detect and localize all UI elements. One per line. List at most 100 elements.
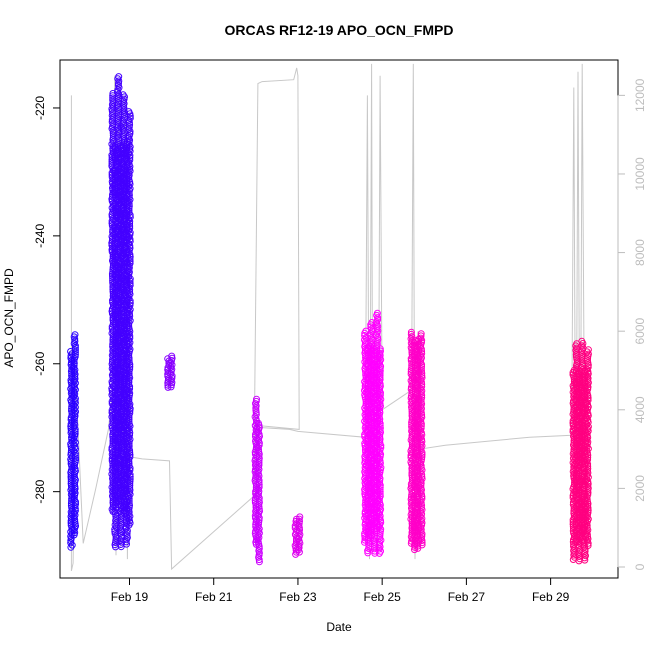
data-point <box>71 425 79 433</box>
data-point <box>125 521 133 529</box>
data-point <box>126 279 134 287</box>
data-point <box>417 422 425 430</box>
data-point <box>126 235 134 243</box>
data-point <box>125 438 133 446</box>
data-point <box>70 531 78 539</box>
data-point <box>70 414 78 422</box>
data-point <box>376 369 384 377</box>
x-tick-label: Feb 25 <box>363 590 401 604</box>
data-point <box>418 391 426 399</box>
data-point <box>418 541 426 549</box>
y2-tick-label: 4000 <box>633 396 647 423</box>
data-point <box>126 446 134 454</box>
plot-area <box>59 59 619 579</box>
data-point <box>70 494 78 501</box>
x-tick-label: Feb 21 <box>195 590 233 604</box>
data-point <box>418 361 426 368</box>
data-point <box>120 104 128 112</box>
data-point <box>126 152 134 160</box>
y2-axis: 0 2000 4000 6000 8000 10000 12000 <box>617 78 647 570</box>
data-point <box>417 444 425 452</box>
data-point <box>376 345 384 353</box>
data-point <box>126 220 134 228</box>
series-rf12 <box>67 331 79 551</box>
data-point <box>72 454 79 462</box>
data-point <box>376 488 384 496</box>
data-point <box>125 187 133 195</box>
y-tick-label: -260 <box>33 351 47 375</box>
data-point <box>255 435 263 443</box>
data-point <box>255 459 263 467</box>
data-point <box>126 154 134 162</box>
data-point <box>255 446 262 454</box>
data-point <box>71 348 79 356</box>
data-point <box>374 314 382 322</box>
data-point <box>376 532 384 540</box>
data-point <box>375 470 383 478</box>
data-point <box>71 335 79 343</box>
x-axis-label: Date <box>326 620 352 634</box>
data-point <box>126 332 134 340</box>
data-point <box>125 119 133 127</box>
x-tick-label: Feb 27 <box>448 590 486 604</box>
data-point <box>376 398 384 406</box>
data-point <box>115 106 123 114</box>
data-point <box>126 127 134 135</box>
data-point <box>417 365 425 373</box>
data-point <box>578 351 586 358</box>
data-point <box>418 539 426 547</box>
data-point <box>126 464 134 472</box>
data-point <box>125 411 133 419</box>
data-point <box>252 404 260 412</box>
data-point <box>126 473 134 481</box>
data-point <box>376 538 384 546</box>
data-point <box>123 540 130 548</box>
data-point <box>71 450 79 457</box>
data-point <box>71 342 79 350</box>
data-point <box>584 392 592 400</box>
series-rf16 <box>291 513 304 558</box>
data-point <box>125 204 133 212</box>
data-point <box>583 440 591 448</box>
data-point <box>125 200 133 208</box>
data-point <box>115 79 122 87</box>
data-point <box>584 511 591 519</box>
data-point <box>126 383 134 391</box>
data-point <box>376 490 384 498</box>
data-point <box>67 537 75 545</box>
y-axis: -220 -240 -260 -280 <box>33 96 61 504</box>
series-rf13 <box>108 73 134 551</box>
data-point <box>67 543 75 551</box>
data-point <box>125 460 133 468</box>
data-point <box>252 408 260 416</box>
data-point <box>70 362 78 369</box>
data-point <box>125 308 133 316</box>
series-rf18 <box>407 328 426 554</box>
data-point <box>417 330 425 338</box>
data-point <box>417 497 425 505</box>
y-axis-label: APO_OCN_FMPD <box>2 268 16 368</box>
data-point <box>125 413 133 421</box>
data-point <box>126 477 134 485</box>
data-point <box>70 434 78 442</box>
data-point <box>125 376 133 384</box>
data-point <box>125 495 133 503</box>
data-point <box>125 508 133 516</box>
data-point <box>126 361 134 369</box>
data-point <box>584 487 592 494</box>
data-point <box>376 358 384 366</box>
x-tick-label: Feb 19 <box>111 590 149 604</box>
data-point <box>125 440 133 448</box>
data-point <box>125 350 133 358</box>
data-point <box>418 501 426 509</box>
data-point <box>126 407 134 415</box>
data-point <box>417 482 425 489</box>
data-point <box>376 422 384 430</box>
data-point <box>126 257 134 265</box>
data-point <box>584 542 592 549</box>
series-rf15 <box>251 395 263 566</box>
data-point <box>418 336 426 344</box>
data-point <box>255 514 263 522</box>
points-layer <box>67 73 592 566</box>
data-point <box>126 253 134 261</box>
